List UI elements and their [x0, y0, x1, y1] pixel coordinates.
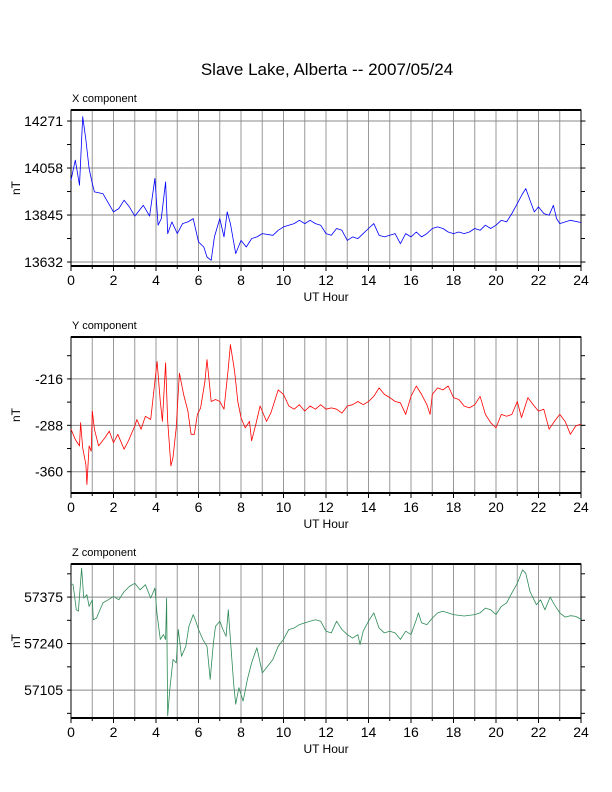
x-tick-label: 16 — [403, 724, 419, 740]
y-tick-label: 57375 — [24, 589, 63, 605]
x-tick-label: 18 — [446, 272, 462, 288]
x-axis-label: UT Hour — [303, 517, 348, 531]
x-tick-label: 10 — [276, 724, 292, 740]
x-tick-label: 22 — [531, 272, 547, 288]
x-tick-label: 24 — [573, 499, 589, 515]
x-tick-label: 2 — [110, 272, 118, 288]
x-tick-label: 6 — [195, 724, 203, 740]
x-tick-label: 6 — [195, 272, 203, 288]
y-tick-label: 57105 — [24, 682, 63, 698]
x-tick-label: 14 — [361, 724, 377, 740]
x-tick-label: 8 — [237, 499, 245, 515]
series-line-y — [70, 344, 582, 485]
y-tick-label: 13845 — [24, 207, 63, 223]
x-tick-label: 14 — [361, 499, 377, 515]
panel-title: Y component — [72, 320, 137, 332]
x-tick-label: 18 — [446, 724, 462, 740]
x-tick-label: 20 — [488, 499, 504, 515]
x-axis-label: UT Hour — [303, 742, 348, 756]
y-tick-label: 13632 — [24, 254, 63, 270]
x-tick-label: 24 — [573, 272, 589, 288]
x-tick-label: 24 — [573, 724, 589, 740]
x-tick-label: 4 — [152, 724, 160, 740]
series-line-z — [70, 567, 582, 717]
x-axis-label: UT Hour — [303, 290, 348, 304]
x-tick-label: 20 — [488, 272, 504, 288]
x-tick-label: 10 — [276, 499, 292, 515]
y-axis-label: nT — [9, 633, 23, 648]
x-tick-label: 2 — [110, 499, 118, 515]
y-axis-label: nT — [9, 407, 23, 422]
x-tick-label: 12 — [318, 724, 334, 740]
series-line-x — [70, 116, 582, 261]
x-tick-label: 0 — [67, 272, 75, 288]
y-axis-label: nT — [9, 180, 23, 195]
x-tick-label: 12 — [318, 272, 334, 288]
x-tick-label: 4 — [152, 272, 160, 288]
y-tick-label: -288 — [35, 417, 63, 433]
x-tick-label: 8 — [237, 724, 245, 740]
x-tick-label: 16 — [403, 272, 419, 288]
x-tick-label: 18 — [446, 499, 462, 515]
x-tick-label: 20 — [488, 724, 504, 740]
figure-title: Slave Lake, Alberta -- 2007/05/24 — [201, 60, 453, 79]
y-tick-label: -360 — [35, 464, 63, 480]
x-tick-label: 8 — [237, 272, 245, 288]
x-tick-label: 12 — [318, 499, 334, 515]
x-tick-label: 6 — [195, 499, 203, 515]
panel-title: X component — [72, 93, 137, 105]
y-tick-label: 14058 — [24, 160, 63, 176]
x-tick-label: 4 — [152, 499, 160, 515]
x-tick-label: 22 — [531, 499, 547, 515]
y-tick-label: 57240 — [24, 636, 63, 652]
y-tick-label: -216 — [35, 371, 63, 387]
x-tick-label: 22 — [531, 724, 547, 740]
panel-title: Z component — [72, 547, 136, 559]
x-tick-label: 16 — [403, 499, 419, 515]
x-tick-label: 2 — [110, 724, 118, 740]
y-tick-label: 14271 — [24, 113, 63, 129]
x-tick-label: 10 — [276, 272, 292, 288]
x-tick-label: 14 — [361, 272, 377, 288]
x-tick-label: 0 — [67, 724, 75, 740]
x-tick-label: 0 — [67, 499, 75, 515]
